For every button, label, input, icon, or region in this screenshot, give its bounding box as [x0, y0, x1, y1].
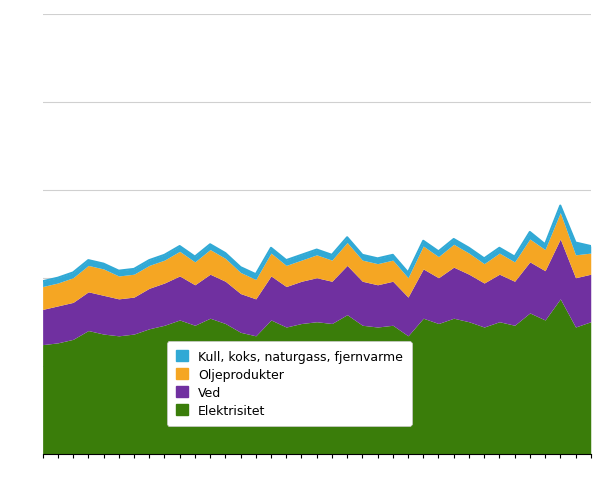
Legend: Kull, koks, naturgass, fjernvarme, Oljeprodukter, Ved, Elektrisitet: Kull, koks, naturgass, fjernvarme, Oljep… [167, 341, 412, 426]
